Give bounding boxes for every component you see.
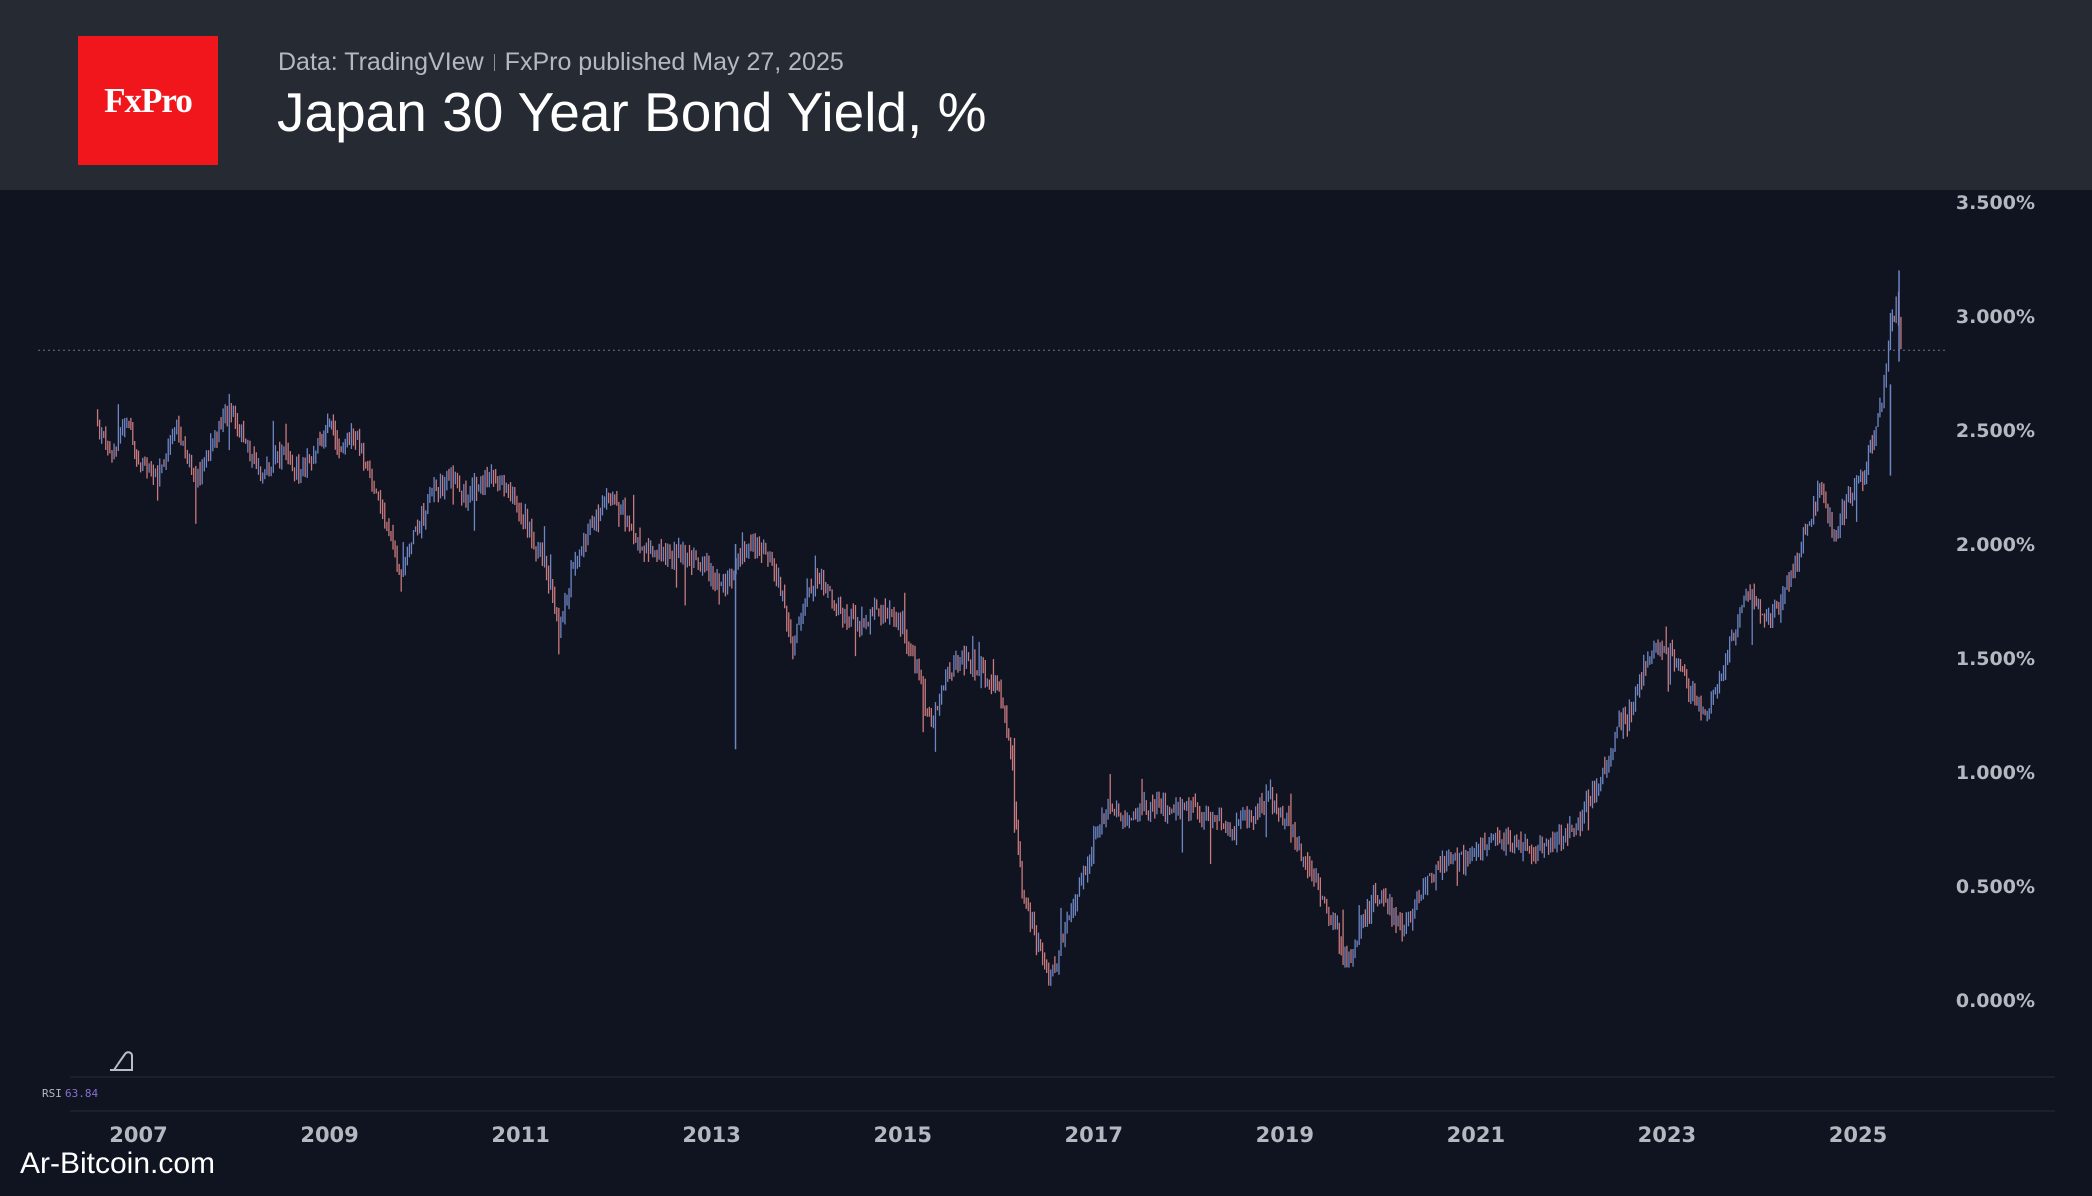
x-tick-label: 2023 (1638, 1123, 1696, 1147)
x-tick-label: 2013 (682, 1123, 740, 1147)
meta-divider (493, 54, 495, 71)
y-tick-label: 2.500% (1956, 420, 2035, 442)
x-tick-label: 2019 (1256, 1123, 1314, 1147)
bond-yield-chart: 3.500% 3.000% 2.500% 2.000% 1.500% 1.000% 0.50… (38, 192, 2055, 1147)
chart-title: Japan 30 Year Bond Yield, % (277, 81, 987, 143)
y-tick-label: 0.500% (1956, 876, 2035, 898)
rsi-value: 63.84 (65, 1087, 98, 1100)
fxpro-logo: FxPro (78, 36, 218, 165)
tradingview-icon (110, 1051, 133, 1071)
chart-meta: Data: TradingVIew FxPro published May 27,… (278, 48, 844, 77)
rsi-label: RSI (42, 1087, 62, 1100)
x-tick-label: 2017 (1065, 1123, 1123, 1147)
data-source: Data: TradingVIew (278, 48, 484, 76)
x-tick-label: 2011 (491, 1123, 549, 1147)
publish-info: FxPro published May 27, 2025 (504, 48, 844, 76)
y-tick-label: 2.000% (1956, 534, 2035, 556)
watermark-text: Ar-Bitcoin.com (20, 1147, 216, 1180)
rsi-pane: RSI 63.84 (42, 1051, 2055, 1112)
candlestick-series (96, 270, 1902, 986)
y-axis: 3.500% 3.000% 2.500% 2.000% 1.500% 1.000% 0.50… (1956, 192, 2035, 1012)
x-tick-label: 2007 (109, 1123, 167, 1147)
chart-header: FxPro Data: TradingVIew FxPro published M… (0, 0, 2092, 190)
x-tick-label: 2021 (1447, 1123, 1505, 1147)
y-tick-label: 3.000% (1956, 306, 2035, 328)
y-tick-label: 0.000% (1956, 990, 2035, 1012)
x-tick-label: 2025 (1829, 1123, 1887, 1147)
y-tick-label: 1.500% (1956, 648, 2035, 670)
logo-text: FxPro (104, 80, 193, 120)
x-axis: 2007 2009 2011 2013 2015 2017 2019 2021 2023 2025 (109, 1123, 1887, 1147)
y-tick-label: 1.000% (1956, 762, 2035, 784)
x-tick-label: 2015 (873, 1123, 931, 1147)
y-tick-label: 3.500% (1956, 192, 2035, 214)
x-tick-label: 2009 (300, 1123, 358, 1147)
